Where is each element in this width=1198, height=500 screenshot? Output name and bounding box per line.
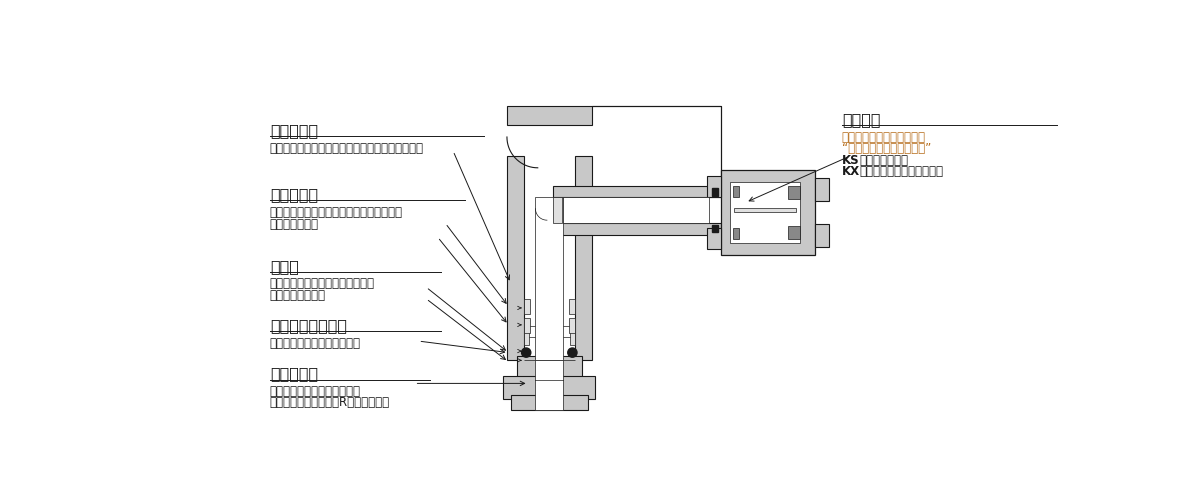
Polygon shape — [553, 223, 721, 235]
Polygon shape — [553, 197, 562, 223]
Polygon shape — [524, 318, 530, 334]
Polygon shape — [731, 182, 799, 244]
Polygon shape — [707, 176, 721, 197]
Text: 低トルクでスムーズな回転。: 低トルクでスムーズな回転。 — [270, 337, 361, 350]
Text: シリーズーライトグレー色: シリーズーライトグレー色 — [860, 166, 944, 178]
Text: ボールベアリング: ボールベアリング — [270, 318, 346, 333]
Circle shape — [521, 348, 531, 357]
Text: ・無電解ニッケルめっき付。: ・無電解ニッケルめっき付。 — [270, 385, 361, 398]
Text: ホルダ: ホルダ — [270, 258, 298, 274]
Polygon shape — [507, 156, 524, 360]
Text: カセット: カセット — [842, 112, 881, 128]
Text: 無電解ニッケルめっき付により、: 無電解ニッケルめっき付により、 — [270, 277, 375, 290]
Polygon shape — [503, 376, 595, 399]
Text: 含油軸受採用により、低トルク、低摩擦を実現。: 含油軸受採用により、低トルク、低摩擦を実現。 — [270, 142, 424, 154]
Text: シリーズー青色: シリーズー青色 — [860, 154, 908, 167]
Text: KS: KS — [842, 154, 859, 167]
Polygon shape — [575, 156, 592, 360]
Polygon shape — [563, 197, 709, 223]
Polygon shape — [507, 106, 721, 186]
Polygon shape — [788, 186, 799, 198]
Polygon shape — [732, 186, 739, 197]
Text: ハーフユニオンタイプは、: ハーフユニオンタイプは、 — [842, 131, 926, 144]
Text: 低摩擦を実現。: 低摩擦を実現。 — [270, 218, 319, 231]
Text: ・ねじ部シール劑付（Rねじのみ）。: ・ねじ部シール劑付（Rねじのみ）。 — [270, 396, 389, 409]
Polygon shape — [721, 170, 815, 255]
Polygon shape — [569, 318, 575, 334]
Polygon shape — [570, 322, 575, 345]
Bar — [712, 188, 718, 196]
Polygon shape — [553, 186, 721, 197]
Circle shape — [568, 348, 577, 357]
Polygon shape — [815, 224, 829, 247]
Text: “チューブ回転防止機構付”: “チューブ回転防止機構付” — [842, 142, 931, 156]
Polygon shape — [788, 226, 799, 239]
Text: 回転シール: 回転シール — [270, 187, 317, 202]
Text: 特殊形状の回転シールにより、低トルク、: 特殊形状の回転シールにより、低トルク、 — [270, 206, 403, 220]
Polygon shape — [815, 178, 829, 201]
Text: 銅系不可対策済。: 銅系不可対策済。 — [270, 288, 326, 302]
Polygon shape — [536, 360, 563, 410]
Polygon shape — [524, 298, 530, 314]
Bar — [712, 225, 718, 232]
Polygon shape — [707, 228, 721, 248]
Text: KX: KX — [842, 166, 860, 178]
Polygon shape — [524, 322, 528, 345]
Polygon shape — [518, 356, 582, 380]
Polygon shape — [734, 208, 795, 212]
Polygon shape — [569, 298, 575, 314]
Text: 打込ハーフ: 打込ハーフ — [270, 366, 317, 382]
Polygon shape — [536, 197, 563, 360]
Text: すべり軸受: すべり軸受 — [270, 123, 317, 138]
Polygon shape — [732, 228, 739, 239]
Polygon shape — [510, 395, 588, 410]
